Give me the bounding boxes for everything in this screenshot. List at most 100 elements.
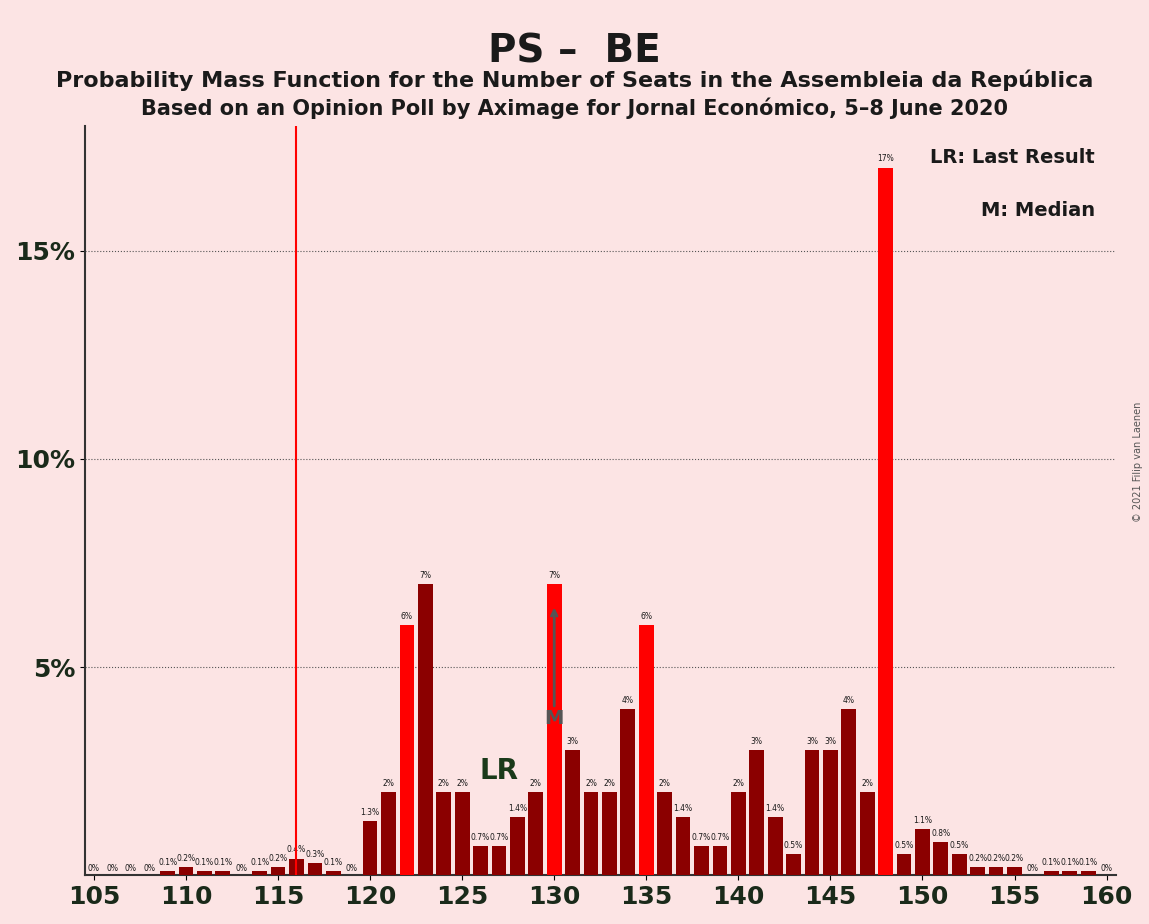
Text: 3%: 3% xyxy=(824,737,836,747)
Bar xyxy=(290,858,303,875)
Text: 0.2%: 0.2% xyxy=(269,854,287,863)
Bar xyxy=(1008,867,1021,875)
Text: 0.5%: 0.5% xyxy=(949,841,969,850)
Text: Probability Mass Function for the Number of Seats in the Assembleia da República: Probability Mass Function for the Number… xyxy=(56,69,1093,91)
Text: M: Median: M: Median xyxy=(981,201,1095,220)
Text: 0.1%: 0.1% xyxy=(1079,858,1097,867)
Text: © 2021 Filip van Laenen: © 2021 Filip van Laenen xyxy=(1133,402,1143,522)
Bar xyxy=(657,792,672,875)
Bar xyxy=(639,626,654,875)
Bar xyxy=(547,584,562,875)
Text: 1.4%: 1.4% xyxy=(765,804,785,813)
Text: 17%: 17% xyxy=(877,154,894,164)
Text: 0%: 0% xyxy=(236,864,247,873)
Bar xyxy=(565,750,580,875)
Text: 0%: 0% xyxy=(144,864,155,873)
Text: 0%: 0% xyxy=(1101,864,1112,873)
Text: Based on an Opinion Poll by Aximage for Jornal Económico, 5–8 June 2020: Based on an Opinion Poll by Aximage for … xyxy=(141,97,1008,118)
Bar xyxy=(363,821,378,875)
Text: 0.1%: 0.1% xyxy=(324,858,342,867)
Bar xyxy=(400,626,415,875)
Text: 2%: 2% xyxy=(732,779,745,788)
Text: 0.2%: 0.2% xyxy=(1005,854,1024,863)
Text: 0%: 0% xyxy=(88,864,100,873)
Text: 0.2%: 0.2% xyxy=(177,854,195,863)
Text: 0.5%: 0.5% xyxy=(784,841,803,850)
Bar xyxy=(933,842,948,875)
Text: 0.7%: 0.7% xyxy=(471,833,491,842)
Bar xyxy=(473,846,488,875)
Bar xyxy=(1044,871,1058,875)
Text: LR: LR xyxy=(479,757,518,785)
Bar xyxy=(253,871,267,875)
Text: 0.7%: 0.7% xyxy=(489,833,509,842)
Bar xyxy=(326,871,340,875)
Text: 0.7%: 0.7% xyxy=(710,833,730,842)
Bar xyxy=(418,584,433,875)
Bar xyxy=(804,750,819,875)
Text: 3%: 3% xyxy=(805,737,818,747)
Text: 2%: 2% xyxy=(658,779,671,788)
Text: 6%: 6% xyxy=(401,613,412,621)
Text: 4%: 4% xyxy=(622,696,634,705)
Bar xyxy=(216,871,230,875)
Text: 3%: 3% xyxy=(750,737,763,747)
Bar xyxy=(841,709,856,875)
Bar xyxy=(529,792,543,875)
Bar xyxy=(970,867,985,875)
Text: 0.5%: 0.5% xyxy=(894,841,913,850)
Text: 0.1%: 0.1% xyxy=(1061,858,1079,867)
Text: 2%: 2% xyxy=(456,779,468,788)
Text: 1.4%: 1.4% xyxy=(508,804,527,813)
Text: 2%: 2% xyxy=(383,779,394,788)
Bar xyxy=(1063,871,1077,875)
Text: 2%: 2% xyxy=(438,779,449,788)
Text: 0.1%: 0.1% xyxy=(195,858,214,867)
Bar xyxy=(896,855,911,875)
Text: LR: Last Result: LR: Last Result xyxy=(931,149,1095,167)
Text: 0%: 0% xyxy=(346,864,357,873)
Text: 0.2%: 0.2% xyxy=(987,854,1005,863)
Text: 0%: 0% xyxy=(125,864,137,873)
Text: 0.7%: 0.7% xyxy=(692,833,711,842)
Text: 1.4%: 1.4% xyxy=(673,804,693,813)
Text: 0.3%: 0.3% xyxy=(306,850,324,858)
Bar xyxy=(749,750,764,875)
Text: 0.4%: 0.4% xyxy=(287,845,306,855)
Text: 2%: 2% xyxy=(603,779,616,788)
Bar xyxy=(160,871,175,875)
Text: 0.1%: 0.1% xyxy=(1042,858,1061,867)
Text: 0.8%: 0.8% xyxy=(932,829,950,838)
Text: 0.1%: 0.1% xyxy=(159,858,177,867)
Bar xyxy=(915,830,930,875)
Bar xyxy=(731,792,746,875)
Bar xyxy=(510,817,525,875)
Bar xyxy=(1081,871,1095,875)
Text: 2%: 2% xyxy=(585,779,597,788)
Text: 0%: 0% xyxy=(107,864,118,873)
Bar xyxy=(492,846,507,875)
Bar xyxy=(712,846,727,875)
Bar xyxy=(694,846,709,875)
Bar xyxy=(178,867,193,875)
Bar xyxy=(786,855,801,875)
Text: 0%: 0% xyxy=(1027,864,1039,873)
Bar xyxy=(989,867,1003,875)
Bar xyxy=(437,792,452,875)
Bar xyxy=(308,863,322,875)
Bar xyxy=(620,709,635,875)
Text: 6%: 6% xyxy=(640,613,653,621)
Bar xyxy=(602,792,617,875)
Bar xyxy=(455,792,470,875)
Bar xyxy=(823,750,838,875)
Text: 3%: 3% xyxy=(566,737,579,747)
Bar xyxy=(951,855,966,875)
Text: 2%: 2% xyxy=(530,779,541,788)
Text: 7%: 7% xyxy=(548,571,561,579)
Text: 1.1%: 1.1% xyxy=(913,816,932,825)
Bar xyxy=(271,867,285,875)
Text: 7%: 7% xyxy=(419,571,431,579)
Text: 1.3%: 1.3% xyxy=(361,808,379,817)
Bar xyxy=(878,167,893,875)
Text: 0.2%: 0.2% xyxy=(969,854,987,863)
